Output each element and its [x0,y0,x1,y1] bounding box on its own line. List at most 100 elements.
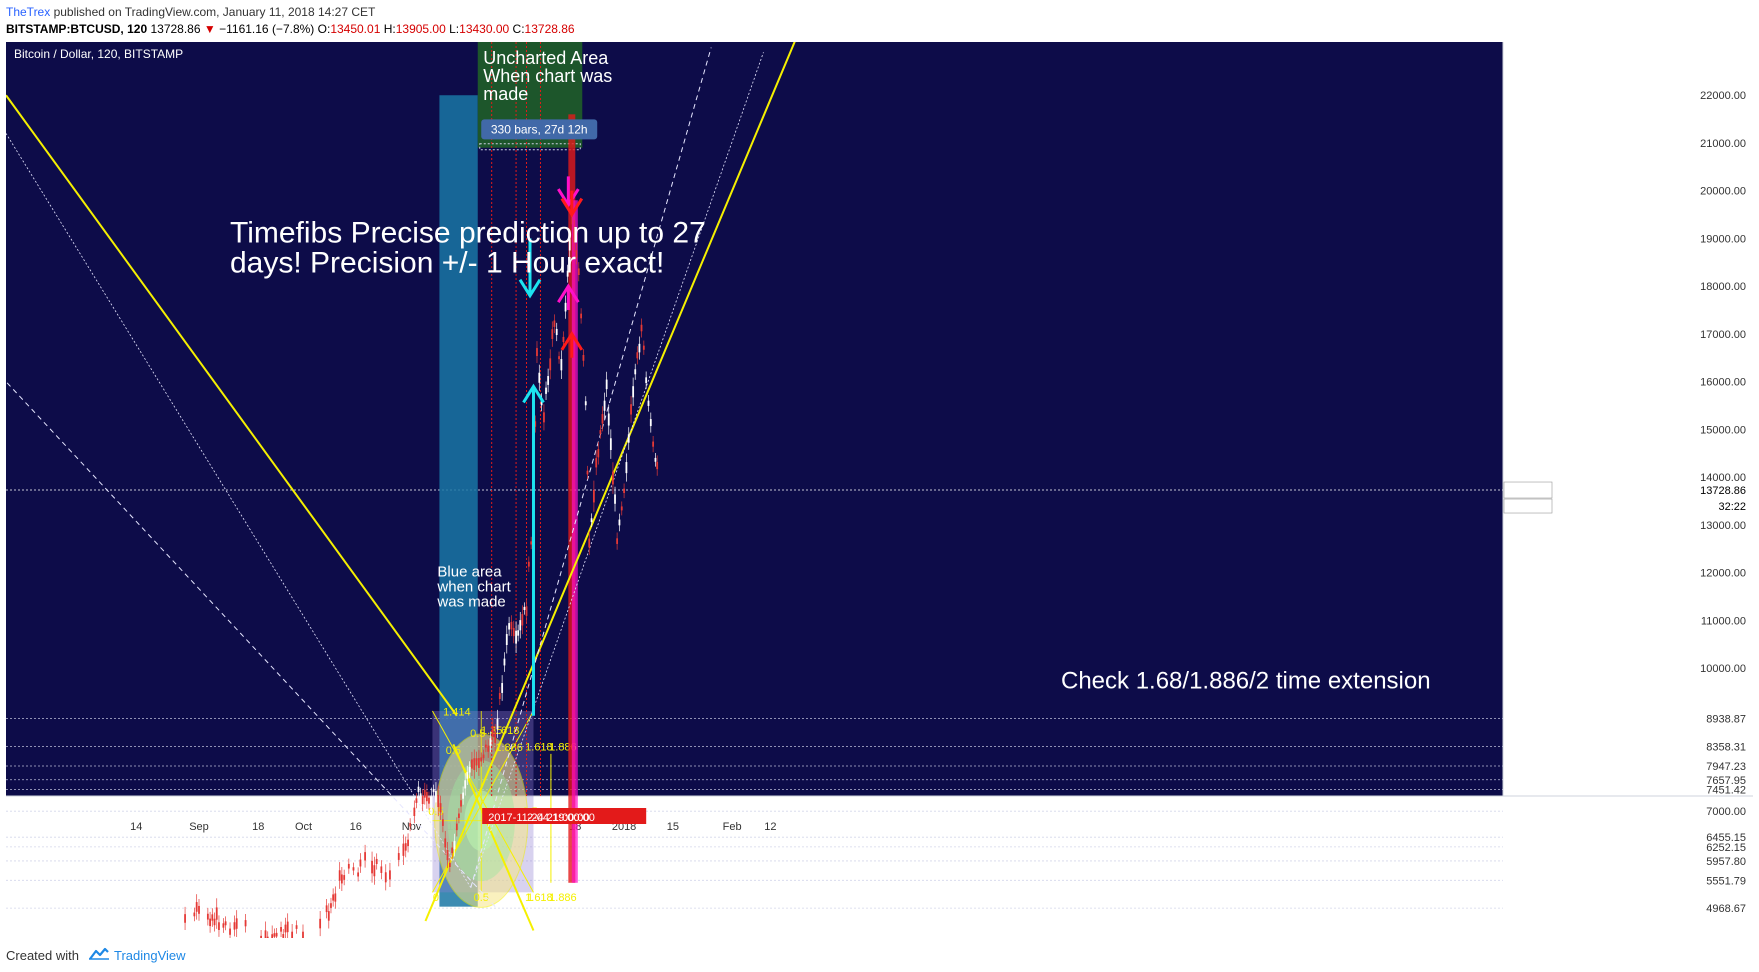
fan-line-dotted [470,52,764,888]
candle-body [242,927,245,938]
y-tick-label: 21000.00 [1700,138,1746,150]
y-tick-label: 15000.00 [1700,424,1746,436]
time-extension-note: Check 1.68/1.886/2 time extension [1061,667,1431,694]
y-tick-label: 11000.00 [1701,615,1746,627]
candle-body [306,922,309,935]
candle-body [354,870,357,879]
candle-body [269,927,271,931]
candle-body [391,859,393,869]
candle-body [584,401,587,406]
open-value: 13450.01 [330,22,381,36]
candle-body [417,786,420,793]
candle-body [505,634,508,645]
candle-body [468,766,471,773]
candle-body [195,902,198,912]
fib-level-label: 1 [527,892,533,904]
candle-body [512,627,515,637]
candle-body [302,931,304,938]
price-level-label: 7657.95 [1706,775,1746,787]
candle-body [323,914,326,927]
candle-body [361,854,364,865]
candle-body [515,630,517,644]
candle-body [407,839,409,847]
candle-body [382,864,385,877]
candle-body [517,630,520,636]
down-arrow-icon: ▼ [203,22,216,36]
candle-body [371,860,373,874]
candle-body [235,918,238,929]
candle-body [215,907,218,920]
open-label: O: [317,22,331,36]
candle-body [357,872,360,877]
candle-body [229,928,231,935]
candle-body [647,400,650,406]
candle-body [226,918,229,929]
tradingview-brand[interactable]: TradingView [114,948,186,963]
candle-body [384,872,387,883]
candle-body [566,270,569,277]
candle-body [654,457,657,462]
fib-level-label: 1.618 [525,741,553,753]
magenta-up-arrow-head [557,283,580,303]
candle-body [558,356,560,360]
candle-body [220,919,223,928]
candle-body [202,902,205,911]
candle-body [425,792,428,802]
last-price-tag [1503,481,1553,499]
candle-body [473,758,476,770]
author-link[interactable]: TheTrex [6,5,51,19]
candle-body [419,793,422,799]
candle-body [460,800,462,807]
candle-body [293,929,296,934]
candle-body [536,348,538,357]
candle-body [421,796,424,805]
candle-body [428,797,430,804]
symbol-label: BITSTAMP:BTCUSD, 120 [6,22,148,36]
candle-body [444,838,447,848]
footer: Created with TradingView [0,938,1759,972]
price-chart[interactable]: 10000.00 11000.00 12000.00 13000.00 14000.00… [6,42,1753,938]
candle-body [209,918,211,927]
candle-body [592,489,595,503]
candle-body [640,324,643,332]
close-label: C: [512,22,525,36]
candle-body [264,930,267,938]
candle-body [597,449,600,458]
candle-body [439,803,442,813]
candle-body [304,917,307,930]
candle-body [636,352,639,359]
price-level-label: 7947.23 [1706,761,1746,773]
candle-body [251,921,254,928]
candle-body [538,372,541,383]
candle-body [375,858,378,865]
candle-body [475,758,478,766]
y-tick-label: 12000.00 [1700,568,1746,580]
cyan-down-arrow-head [518,278,542,299]
candle-body [527,561,530,567]
candle-body [482,754,485,759]
candle-body [389,870,391,880]
candle-body [645,377,648,384]
y-tick-label: 20000.00 [1700,186,1746,198]
candle-body [523,606,526,611]
candle-body [397,853,400,860]
candle-body [623,488,625,493]
candle-body [204,904,207,913]
candle-body [211,914,214,921]
candle-body [411,810,414,824]
candle-body [430,796,433,810]
candle-body [314,926,317,937]
candle-body [494,732,497,743]
candle-body [352,867,355,871]
candle-body [373,865,376,877]
candle-body [222,923,225,928]
candle-body [625,462,628,474]
uncharted-area-border [479,143,581,151]
low-value: 13430.00 [459,22,510,36]
candle-body [618,519,621,526]
candle-body [609,438,612,451]
price-level-label: 5957.80 [1706,856,1746,868]
candle-body [634,369,637,375]
price-level-label: 7000.00 [1706,806,1746,818]
candle-body [282,934,285,938]
